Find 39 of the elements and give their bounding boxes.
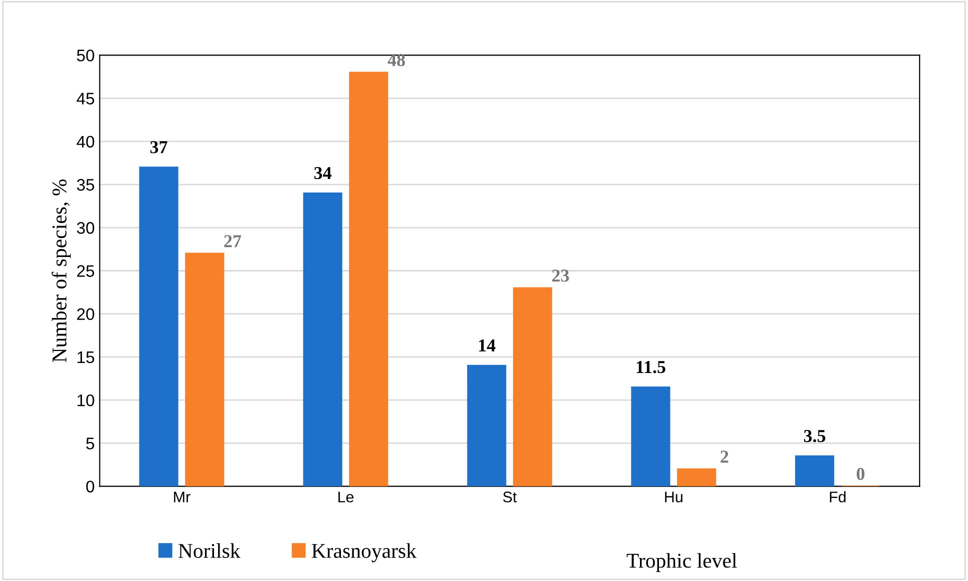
y-tick-label: 15 (78, 352, 94, 364)
bar (349, 72, 388, 486)
y-tick-label: 40 (76, 136, 94, 148)
y-tick-label: 45 (76, 92, 94, 105)
x-tick-label: Le (338, 492, 354, 502)
bar (185, 252, 224, 486)
legend-label: Krasnoyarsk (312, 543, 416, 562)
data-label: 3.5 (804, 430, 826, 442)
bar (303, 192, 342, 486)
y-tick-label: 5 (86, 438, 94, 450)
data-label: 48 (388, 54, 405, 66)
x-tick-label: Fd (830, 491, 846, 502)
y-tick-label: 0 (86, 480, 94, 492)
x-tick-label: Mr (174, 492, 190, 502)
bar (631, 386, 670, 486)
bar (467, 364, 506, 486)
data-label: 2 (720, 450, 728, 463)
data-label: 14 (479, 339, 496, 352)
data-label: 34 (314, 167, 332, 180)
bar (677, 468, 716, 486)
data-label: 37 (150, 141, 168, 154)
bar (139, 166, 178, 486)
x-tick-label: St (503, 492, 517, 502)
data-label: 0 (856, 468, 864, 480)
x-tick-label: Hu (665, 492, 682, 502)
y-tick-label: 50 (76, 50, 94, 62)
data-label: 23 (552, 270, 569, 282)
bar (513, 287, 552, 486)
y-tick-label: 20 (77, 308, 94, 320)
y-tick-label: 30 (76, 222, 94, 234)
x-axis-title: Trophic level (626, 553, 737, 572)
y-tick-label: 10 (78, 394, 94, 406)
y-tick-label: 25 (77, 265, 94, 277)
y-tick-label: 35 (76, 178, 94, 191)
data-label: 11.5 (636, 361, 666, 374)
bar (795, 455, 834, 486)
y-axis-title: Number of species, % (52, 179, 71, 362)
data-label: 27 (224, 235, 242, 248)
legend-label: Norilsk (178, 543, 240, 558)
